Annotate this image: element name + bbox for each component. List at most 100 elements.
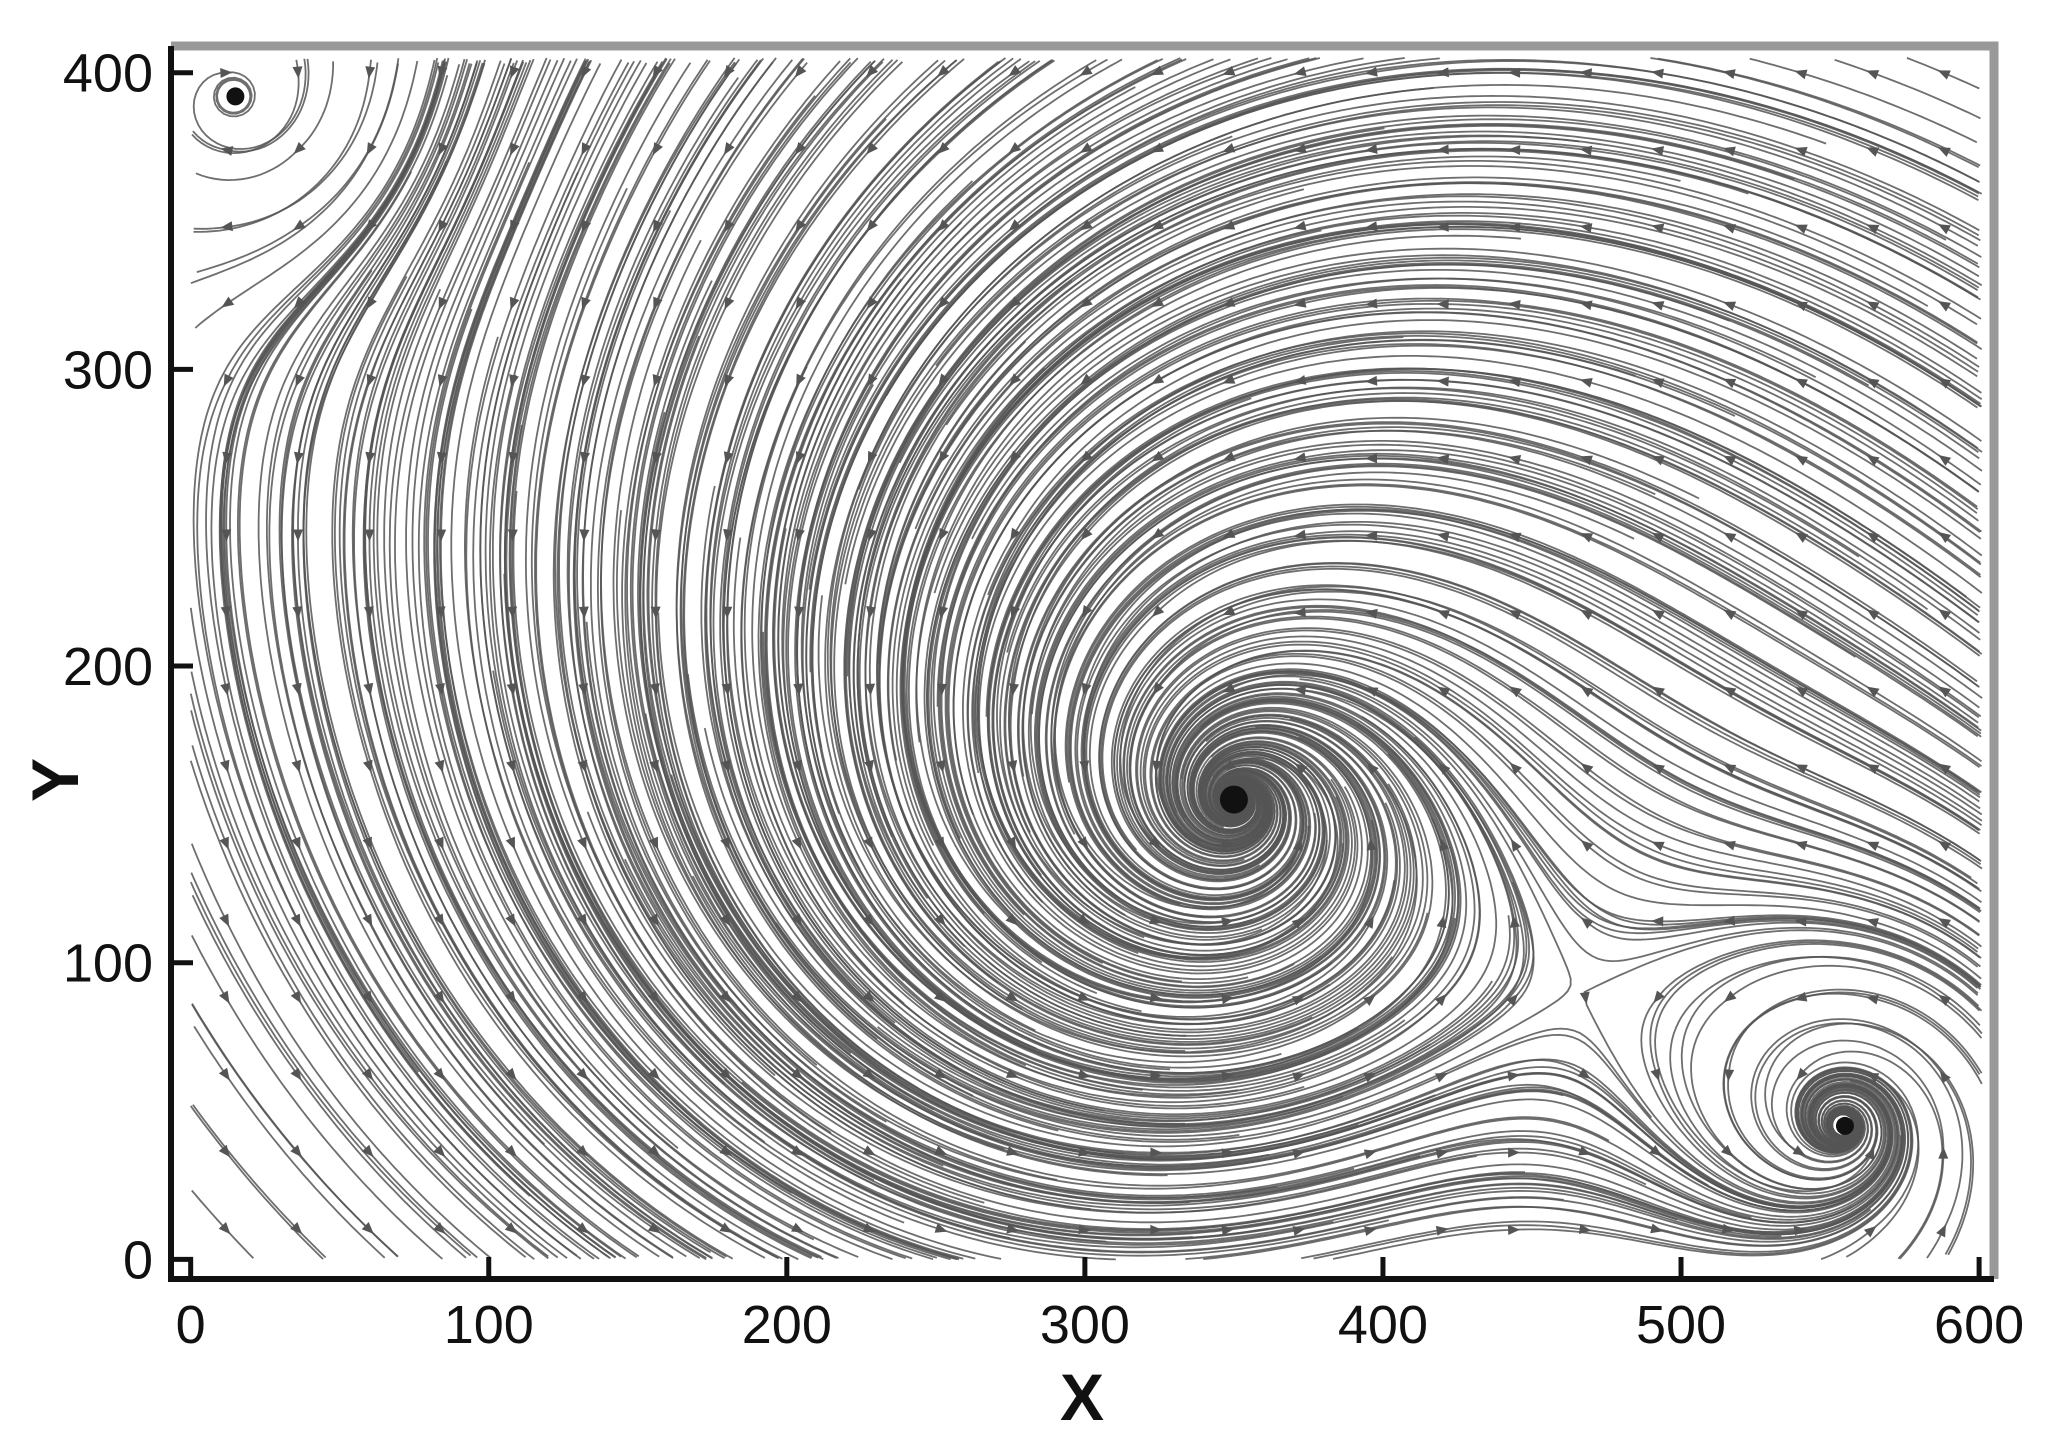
streamline — [830, 101, 1980, 1011]
streamline — [683, 58, 974, 1097]
arrow — [1938, 1146, 1949, 1159]
arrow — [1507, 1071, 1521, 1082]
arrow — [576, 1222, 589, 1234]
arrow — [1795, 609, 1809, 621]
arrow — [1651, 841, 1665, 852]
arrow — [1438, 762, 1451, 775]
streamline — [342, 57, 686, 1203]
streamline — [192, 1104, 327, 1259]
streamline — [895, 214, 1982, 846]
streamline — [891, 206, 1978, 1013]
streamline — [1129, 617, 1981, 923]
streamline — [914, 195, 1980, 530]
arrow — [1291, 995, 1305, 1006]
streamline — [534, 59, 985, 1204]
streamline — [190, 843, 492, 1259]
arrow — [1650, 1223, 1664, 1234]
streamline — [885, 72, 1979, 396]
streamline — [192, 58, 310, 153]
arrow — [1293, 685, 1306, 696]
arrow — [1938, 841, 1952, 852]
streamline — [1017, 422, 1980, 777]
streamline — [427, 308, 958, 1261]
arrow — [1506, 993, 1519, 1007]
streamline — [1027, 440, 1980, 934]
arrow — [1653, 990, 1665, 1004]
arrow — [576, 1067, 589, 1080]
arrow — [1222, 143, 1236, 153]
arrow — [1437, 686, 1451, 698]
arrow — [1434, 993, 1447, 1007]
arrow — [1938, 763, 1952, 775]
arrow — [1794, 916, 1807, 927]
streamline — [794, 57, 1359, 1076]
streamline — [190, 881, 472, 1257]
arrow — [795, 296, 807, 310]
streamline — [624, 57, 1005, 1150]
streamline — [331, 60, 766, 1259]
arrow — [576, 990, 588, 1004]
arrow — [719, 1145, 733, 1157]
arrow — [865, 683, 876, 696]
streamline — [193, 62, 379, 230]
arrow — [1152, 604, 1165, 617]
arrow — [1293, 143, 1307, 154]
arrow — [1793, 1225, 1807, 1236]
arrow — [1366, 838, 1377, 851]
arrow — [1081, 604, 1093, 618]
arrow — [1579, 991, 1590, 1005]
streamline — [846, 130, 1980, 677]
arrow — [1508, 145, 1521, 156]
arrow — [1866, 301, 1880, 312]
arrow — [292, 606, 303, 619]
arrow — [862, 990, 875, 1003]
arrow — [647, 1144, 661, 1157]
arrow — [1005, 913, 1018, 926]
arrow — [1222, 65, 1236, 76]
arrow — [1363, 1149, 1377, 1160]
arrow — [290, 990, 302, 1004]
streamline — [192, 59, 582, 1260]
arrow — [293, 296, 306, 309]
streamline — [935, 106, 1979, 367]
streamline — [499, 61, 726, 1085]
arrow — [1507, 1225, 1521, 1236]
streamline — [353, 60, 573, 1092]
streamline — [305, 59, 734, 1260]
arrow — [867, 373, 878, 387]
arrow — [862, 1222, 876, 1233]
arrow — [653, 219, 663, 233]
arrow — [1439, 838, 1450, 852]
streamline — [782, 57, 1272, 952]
streamline — [504, 58, 1107, 1243]
arrow — [1794, 378, 1808, 389]
streamline — [189, 760, 527, 1258]
arrow — [218, 1221, 231, 1235]
streamline — [845, 123, 1979, 1045]
arrow — [581, 142, 592, 156]
arrow — [1579, 145, 1593, 156]
streamline — [191, 59, 300, 155]
streamline — [600, 62, 818, 1066]
arrow — [1866, 841, 1880, 851]
streamline — [1118, 598, 1983, 904]
arrow — [581, 219, 592, 233]
arrow — [1866, 686, 1880, 698]
arrow — [1508, 299, 1521, 310]
streamline — [190, 872, 478, 1259]
arrow — [652, 142, 663, 156]
vortex-center — [1835, 1116, 1854, 1135]
arrow — [291, 759, 302, 773]
streamline — [1003, 398, 1983, 939]
arrow — [290, 1222, 303, 1235]
arrow — [1794, 840, 1808, 851]
vortex-center — [226, 87, 245, 106]
streamline — [857, 94, 1980, 490]
streamline — [1064, 503, 1982, 794]
arrow — [1722, 146, 1736, 157]
arrow — [1723, 990, 1737, 1003]
streamline — [961, 319, 1982, 975]
streamline — [809, 67, 1979, 673]
streamline — [808, 59, 1980, 590]
arrow — [1723, 224, 1736, 234]
